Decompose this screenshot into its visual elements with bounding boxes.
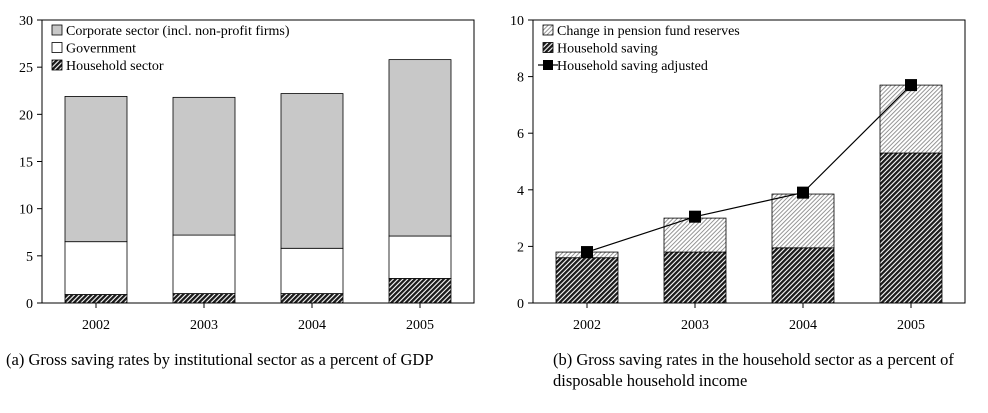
y-tick-label: 25 xyxy=(19,61,33,76)
bar-household-saving-2005 xyxy=(879,152,943,304)
y-tick-label: 20 xyxy=(19,108,33,123)
legend-swatch-household-saving xyxy=(542,42,554,53)
chart-a-caption: (a) Gross saving rates by institutional … xyxy=(6,350,434,369)
marker-household-saving-adjusted-2004 xyxy=(797,186,809,199)
bar-corporate-sector-incl-non-profit-firms-2003 xyxy=(172,96,236,236)
bar-government-2003 xyxy=(172,234,236,294)
chart-b-household-saving: 2002 2003 2004 2005 0 2 4 6 8 10 Change in pension… xyxy=(510,14,966,333)
bar-household-saving-2002 xyxy=(555,257,619,304)
y-tick-label: 30 xyxy=(19,14,33,29)
bar-government-2002 xyxy=(64,241,128,295)
y-tick-label: 10 xyxy=(510,14,524,29)
y-tick-label: 15 xyxy=(19,156,33,171)
plot-frame xyxy=(532,19,966,304)
legend-swatch-change-in-pension-fund-reserves xyxy=(542,24,554,36)
y-tick-label: 4 xyxy=(517,184,524,199)
marker-household-saving-adjusted-2005 xyxy=(905,79,917,92)
y-tick-label: 6 xyxy=(517,127,524,142)
bar-corporate-sector-incl-non-profit-firms-2002 xyxy=(64,96,128,243)
bar-government-2005 xyxy=(388,235,452,279)
chart-b-caption: (b) Gross saving rates in the household … xyxy=(553,350,954,390)
bar-household-sector-2004 xyxy=(280,293,344,304)
x-tick-label: 2005 xyxy=(897,318,925,333)
legend-swatch-government xyxy=(51,42,63,53)
bar-household-sector-2003 xyxy=(172,293,236,304)
bar-change-in-pension-fund-reserves-2004 xyxy=(771,193,835,249)
bar-government-2004 xyxy=(280,247,344,294)
legend-label: Corporate sector (incl. non-profit firms… xyxy=(66,24,290,39)
legend-label: Household saving xyxy=(557,42,658,57)
x-tick-label: 2002 xyxy=(573,318,601,333)
y-tick-label: 5 xyxy=(26,250,33,265)
x-tick-label: 2003 xyxy=(190,318,218,333)
y-tick-label: 8 xyxy=(517,71,524,86)
bar-household-saving-2003 xyxy=(663,251,727,304)
marker-household-saving-adjusted-2003 xyxy=(689,210,701,223)
y-tick-label: 2 xyxy=(517,240,524,255)
bar-corporate-sector-incl-non-profit-firms-2004 xyxy=(280,93,344,249)
x-tick-label: 2004 xyxy=(298,318,326,333)
line-household-saving-adjusted xyxy=(586,84,912,253)
legend-label: Change in pension fund reserves xyxy=(557,24,740,39)
y-tick-label: 0 xyxy=(517,297,524,312)
legend-swatch-household-sector xyxy=(51,59,63,71)
bar-change-in-pension-fund-reserves-2005 xyxy=(879,84,943,154)
legend-label: Household saving adjusted xyxy=(557,59,708,74)
bar-household-saving-2004 xyxy=(771,247,835,304)
x-tick-label: 2002 xyxy=(82,318,110,333)
y-tick-label: 0 xyxy=(26,297,33,312)
x-tick-label: 2004 xyxy=(789,318,817,333)
legend-label: Government xyxy=(66,42,136,57)
y-tick-label: 10 xyxy=(19,203,33,218)
chart-a-sector-saving: 2002 2003 2004 2005 0 5 10 15 20 25 30 Corporate se… xyxy=(19,14,475,333)
bar-household-sector-2005 xyxy=(388,278,452,304)
legend-swatch-corporate-sector-incl-non-profit-firms xyxy=(51,24,63,36)
x-tick-label: 2003 xyxy=(681,318,709,333)
legend-label: Household sector xyxy=(66,59,164,74)
x-tick-label: 2005 xyxy=(406,318,434,333)
marker-household-saving-adjusted-2002 xyxy=(581,246,593,259)
legend-marker-household-saving-adjusted xyxy=(543,60,553,70)
bar-household-sector-2002 xyxy=(64,294,128,304)
bar-corporate-sector-incl-non-profit-firms-2005 xyxy=(388,59,452,237)
